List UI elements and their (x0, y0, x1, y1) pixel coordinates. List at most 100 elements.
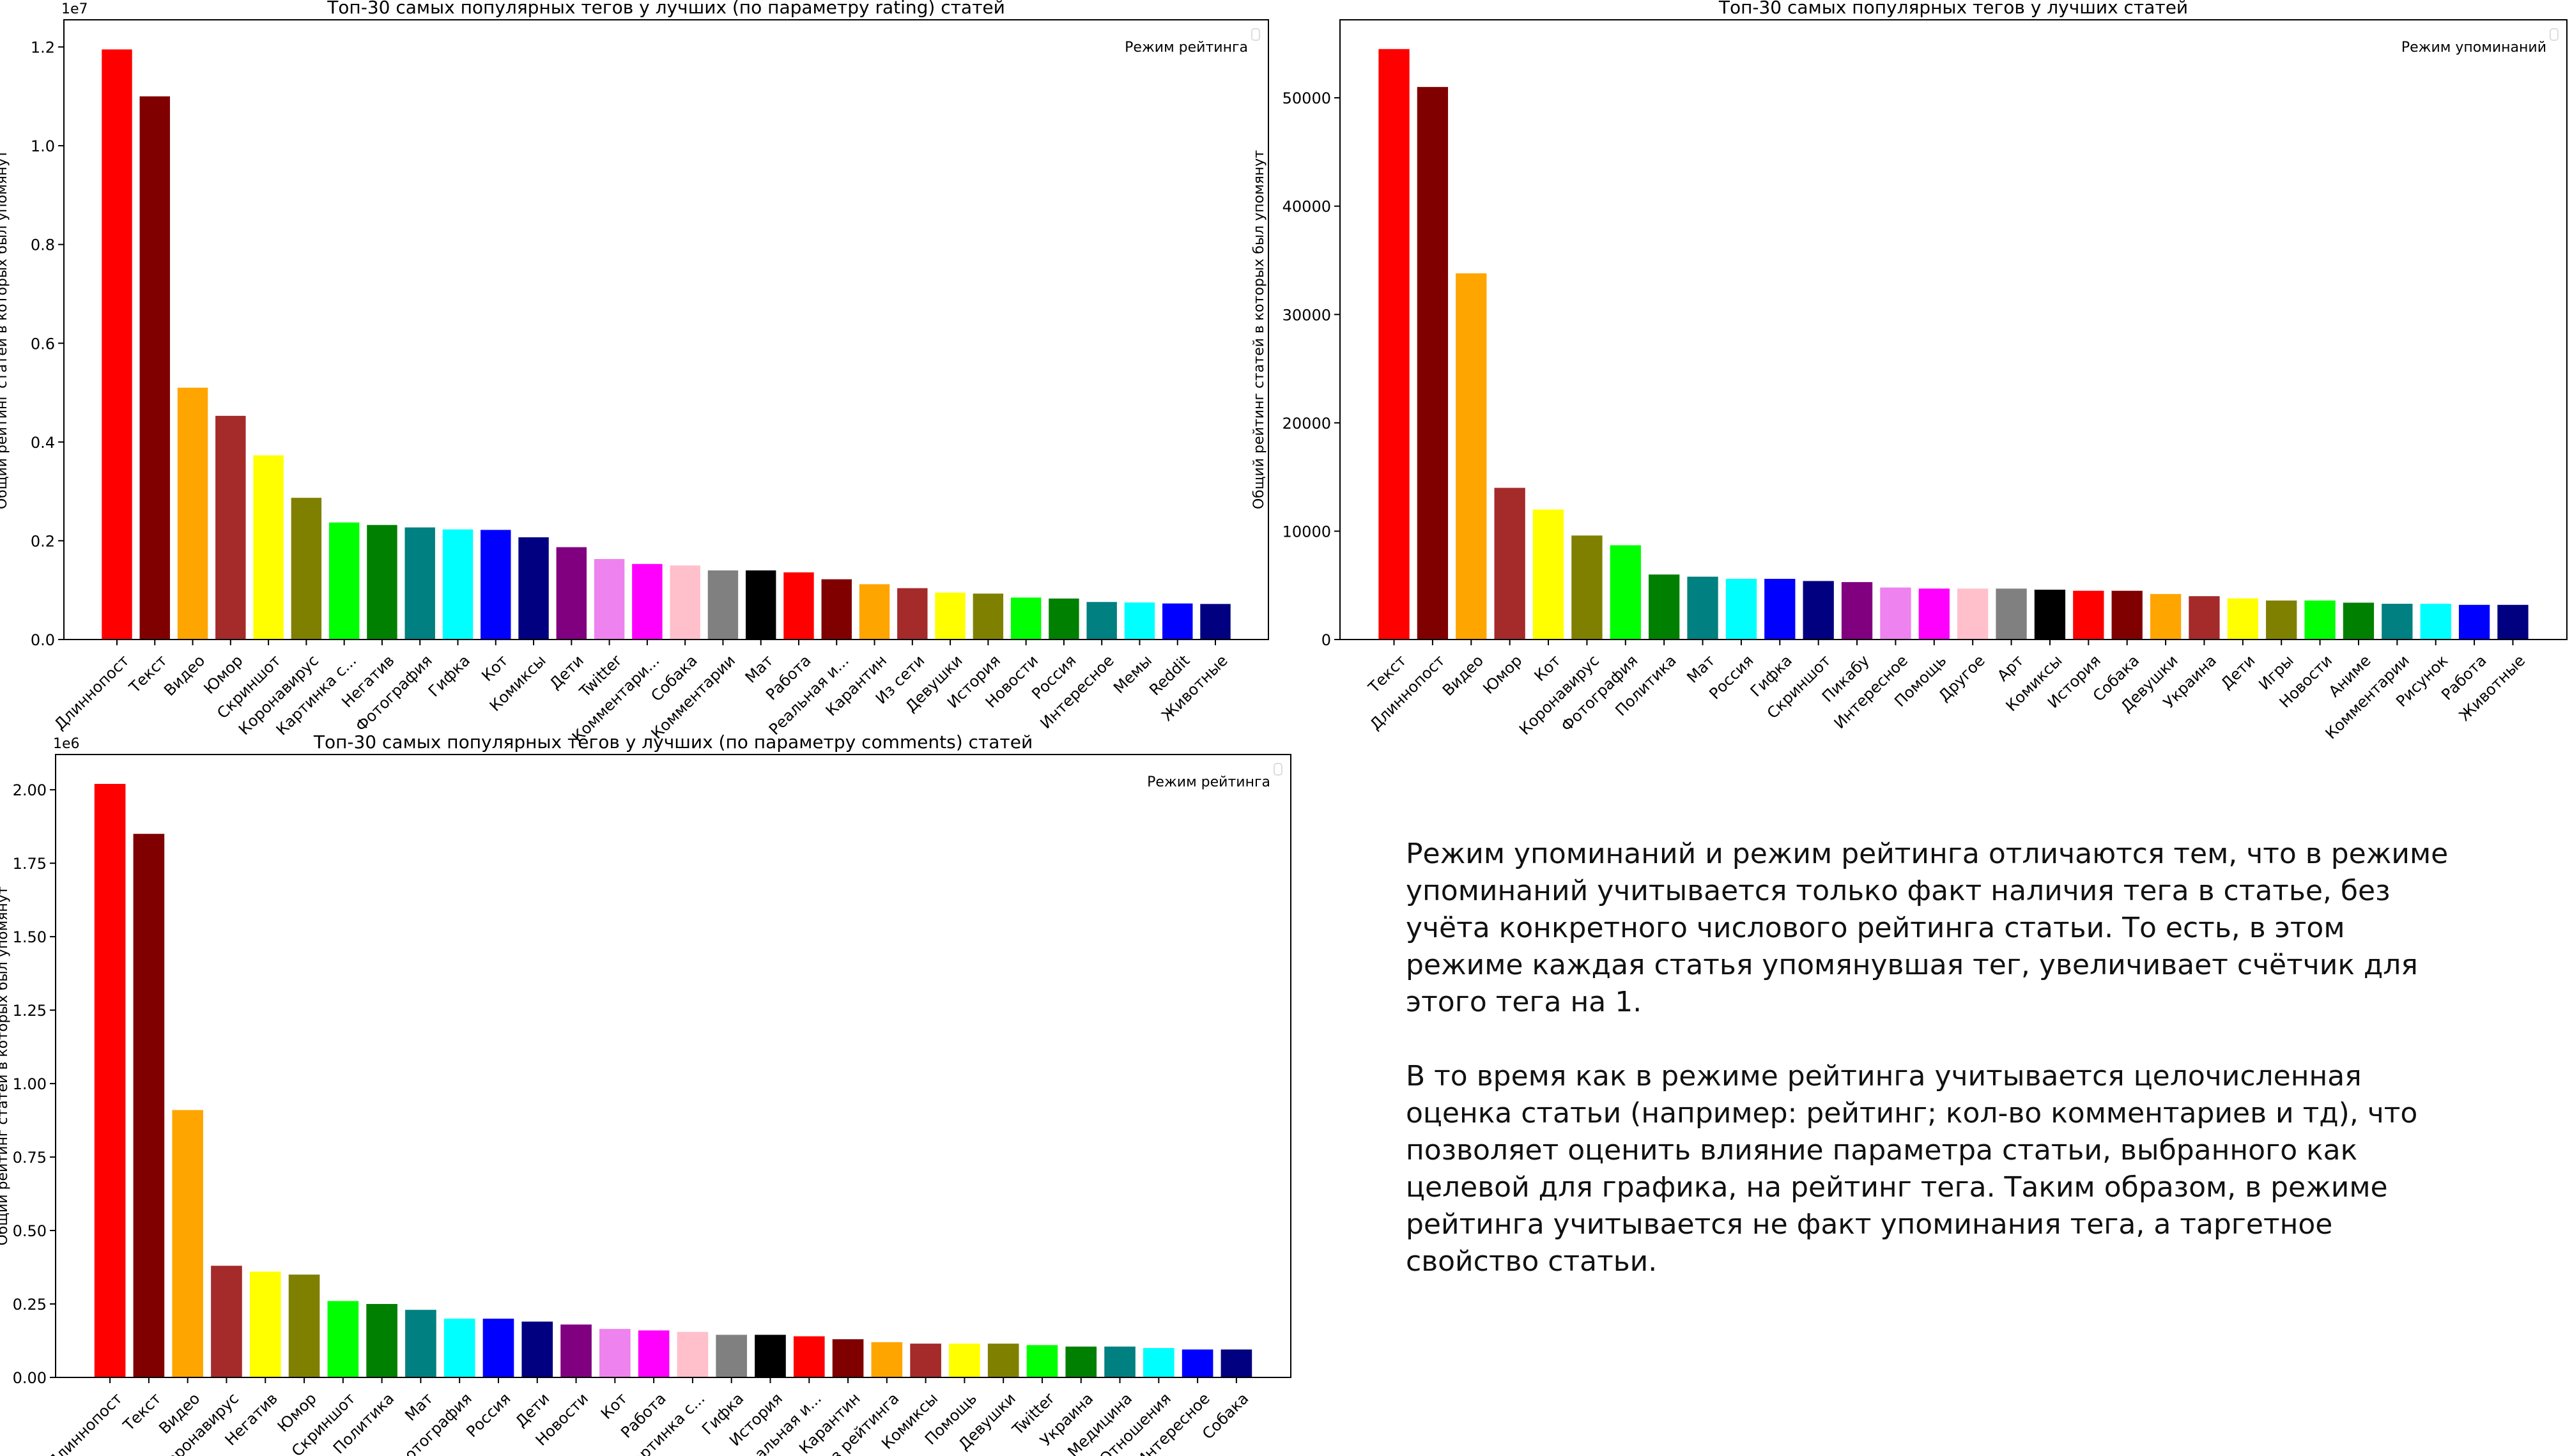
description-paragraph-1: Режим упоминаний и режим рейтинга отлича… (1406, 836, 2530, 1021)
bar (1610, 545, 1641, 640)
offset-text: 1e7 (61, 1, 88, 17)
x-tick-label: Дети (2217, 652, 2258, 693)
bar (1200, 604, 1231, 640)
bar (670, 565, 700, 640)
x-tick-label: Мат (401, 1390, 436, 1425)
y-axis-label: Общий рейтинг статей в которых был упомя… (1251, 150, 1267, 509)
bar (1687, 576, 1718, 640)
x-tick-label: Длиннопост (50, 652, 132, 733)
bar (1086, 602, 1117, 640)
bar (253, 455, 284, 640)
y-tick-label: 40000 (1282, 198, 1331, 216)
y-tick-label: 10000 (1282, 523, 1331, 540)
bar (1049, 598, 1079, 640)
bar (1143, 1348, 1174, 1377)
y-tick-label: 1.00 (13, 1075, 47, 1093)
bar (1957, 588, 1989, 640)
bar (935, 592, 966, 640)
x-tick-label: Кот (1531, 652, 1564, 685)
bar (821, 579, 852, 640)
offset-text: 1e6 (53, 736, 80, 752)
bar (102, 49, 132, 640)
bar (594, 559, 625, 640)
bar (328, 522, 360, 640)
text-line: позволяет оценить влияние параметра стат… (1406, 1134, 2358, 1167)
bar (783, 572, 814, 640)
bar (556, 547, 587, 640)
text-line: оценка статьи (например: рейтинг; кол-во… (1406, 1097, 2418, 1130)
bar (897, 588, 928, 640)
bar (366, 1304, 397, 1377)
bar (1494, 487, 1525, 640)
x-tick-label: Кот (597, 1390, 631, 1423)
bar (1417, 87, 1449, 640)
bar (327, 1301, 359, 1377)
bar (2266, 600, 2297, 640)
y-tick-label: 0.0 (31, 631, 55, 649)
text-line: Режим упоминаний и режим рейтинга отлича… (1406, 838, 2449, 870)
text-line: В то время как в режиме рейтинга учитыва… (1406, 1060, 2362, 1092)
bar (832, 1339, 864, 1377)
x-tick-label: Видео (160, 652, 208, 700)
bar (1532, 509, 1564, 640)
bar (677, 1331, 709, 1377)
bar (211, 1266, 242, 1377)
y-tick-label: 1.0 (31, 137, 55, 155)
bar (2227, 598, 2258, 640)
bar (910, 1344, 941, 1377)
y-axis-label: Общий рейтинг статей в которых был упомя… (0, 886, 11, 1245)
description-paragraph-2: В то время как в режиме рейтинга учитыва… (1406, 1058, 2530, 1280)
bar (1221, 1349, 1252, 1377)
y-tick-label: 0.75 (13, 1149, 47, 1167)
bar (1378, 49, 1410, 640)
x-tick-label: Длиннопост (44, 1390, 126, 1456)
bar (1456, 273, 1487, 640)
bar (442, 529, 474, 640)
x-tick-label: Видео (1439, 652, 1487, 700)
bar (1124, 602, 1155, 640)
text-line: режиме каждая статья упомянувшая тег, ув… (1406, 949, 2418, 981)
bar (632, 563, 663, 640)
bar (1764, 579, 1796, 640)
bar (2458, 604, 2490, 640)
text-line: этого тега на 1. (1406, 986, 1642, 1018)
bar (288, 1275, 320, 1377)
bar (1162, 603, 1193, 640)
y-tick-label: 0 (1321, 631, 1331, 649)
x-tick-label: Мемы (1110, 652, 1155, 697)
y-tick-label: 0.2 (31, 532, 55, 550)
bar (1065, 1346, 1097, 1377)
bar (482, 1319, 514, 1377)
y-tick-label: 1.75 (13, 855, 47, 873)
x-tick-label: Россия (463, 1390, 514, 1441)
bar (1725, 579, 1757, 640)
legend-label: Режим упоминаний (2401, 40, 2546, 56)
bar (1182, 1349, 1213, 1377)
chart-1: ДлиннопостТекстВидеоЮморСкриншотКоронави… (0, 0, 1269, 746)
bar (367, 525, 397, 640)
bar (1649, 574, 1680, 640)
y-tick-label: 50000 (1282, 89, 1331, 107)
bar (249, 1271, 281, 1377)
bar (518, 537, 549, 640)
bar (172, 1110, 203, 1377)
y-tick-label: 0.4 (31, 434, 55, 452)
x-tick-label: Мат (1683, 652, 1718, 687)
bar (1104, 1346, 1136, 1377)
axes-frame (1339, 19, 2568, 640)
axes-frame (63, 19, 1269, 640)
chart-3: ДлиннопостТекстВидеоКоронавирусНегативЮм… (0, 732, 1291, 1456)
bar (1010, 597, 1042, 640)
bar (1571, 535, 1603, 640)
bar (133, 834, 165, 1377)
y-tick-label: 0.00 (13, 1369, 47, 1387)
y-tick-label: 20000 (1282, 415, 1331, 433)
text-line: целевой для графика, на рейтинг тега. Та… (1406, 1171, 2388, 1204)
bar (973, 594, 1004, 640)
chart-title: Топ-30 самых популярных тегов у лучших (… (313, 732, 1033, 753)
bar (2420, 604, 2451, 640)
bar (291, 498, 322, 640)
text-line: рейтинга учитывается не факт упоминания … (1406, 1208, 2333, 1241)
x-tick-label: Кот (478, 652, 511, 685)
bar (1880, 587, 1911, 640)
